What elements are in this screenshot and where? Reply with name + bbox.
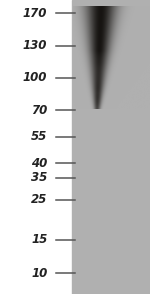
Text: 10: 10 — [31, 267, 47, 280]
Text: 40: 40 — [31, 157, 47, 170]
Text: 35: 35 — [31, 171, 47, 184]
Text: 170: 170 — [23, 7, 47, 20]
Text: 70: 70 — [31, 104, 47, 117]
Bar — [72, 0, 150, 294]
Text: 130: 130 — [23, 39, 47, 52]
Text: 15: 15 — [31, 233, 47, 246]
Text: 25: 25 — [31, 193, 47, 206]
Text: 100: 100 — [23, 71, 47, 84]
Bar — [0, 0, 72, 294]
Text: 55: 55 — [31, 130, 47, 143]
